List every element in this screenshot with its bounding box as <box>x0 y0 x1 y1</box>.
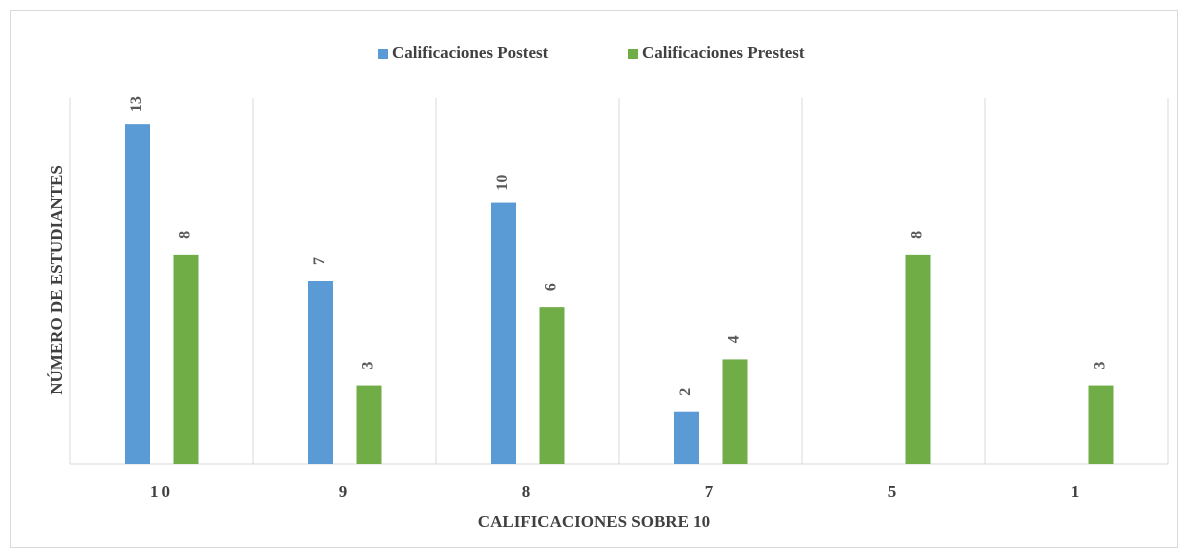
legend-label: Calificaciones Postest <box>392 43 549 62</box>
x-tick-label: 1 <box>1071 482 1083 501</box>
bar <box>491 202 516 465</box>
bar <box>1088 385 1114 464</box>
x-tick-label: 10 <box>150 482 173 501</box>
value-label: 8 <box>909 231 926 239</box>
value-label: 8 <box>177 231 194 239</box>
x-tick-label: 8 <box>522 482 534 501</box>
bar <box>905 254 931 464</box>
chart-border <box>10 10 1178 548</box>
bar <box>722 359 748 464</box>
value-label: 3 <box>1092 362 1109 370</box>
x-tick-label: 9 <box>339 482 351 501</box>
value-label: 13 <box>128 96 145 112</box>
value-label: 4 <box>726 335 743 343</box>
value-label: 2 <box>677 388 694 396</box>
legend-swatch <box>378 49 388 59</box>
x-tick-label: 7 <box>705 482 717 501</box>
x-axis-label: CALIFICACIONES SOBRE 10 <box>478 512 710 531</box>
bar <box>356 385 382 464</box>
legend-label: Calificaciones Prestest <box>642 43 805 62</box>
bar <box>539 307 565 464</box>
value-label: 7 <box>311 257 328 265</box>
value-label: 10 <box>494 175 511 191</box>
y-axis-label: NÚMERO DE ESTUDIANTES <box>47 165 66 395</box>
bar <box>308 281 333 464</box>
value-label: 3 <box>360 362 377 370</box>
bar <box>173 254 199 464</box>
bar <box>674 411 699 464</box>
value-label: 6 <box>543 283 560 291</box>
bar <box>125 124 150 465</box>
x-tick-label: 5 <box>888 482 900 501</box>
legend-swatch <box>628 49 638 59</box>
